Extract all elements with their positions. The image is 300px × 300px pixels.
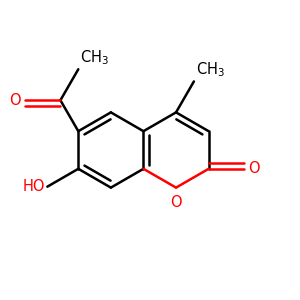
Text: CH$_3$: CH$_3$ (196, 60, 224, 79)
Text: O: O (248, 161, 260, 176)
Text: O: O (9, 93, 21, 108)
Text: O: O (170, 195, 182, 210)
Text: HO: HO (22, 179, 45, 194)
Text: CH$_3$: CH$_3$ (80, 49, 109, 67)
